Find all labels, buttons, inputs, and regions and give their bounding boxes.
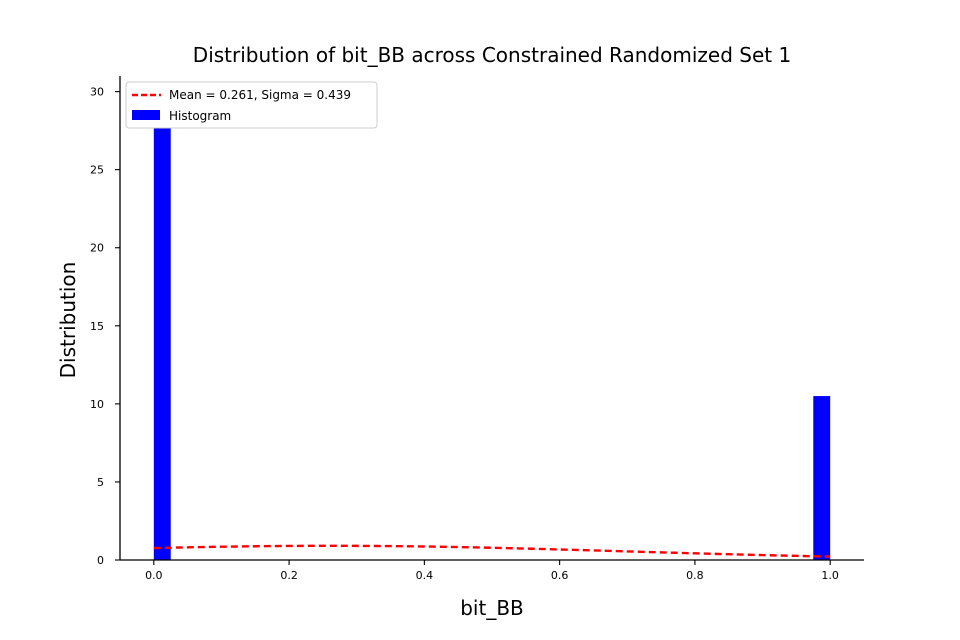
y-tick-label: 30 [90, 86, 104, 99]
y-tick-label: 25 [90, 164, 104, 177]
legend: Mean = 0.261, Sigma = 0.439 Histogram [125, 81, 378, 129]
x-tick-label: 0.8 [686, 569, 704, 582]
y-tick-label: 10 [90, 398, 104, 411]
y-tick-label: 15 [90, 320, 104, 333]
y-axis-label: Distribution [56, 262, 80, 379]
x-tick-label: 0.4 [416, 569, 434, 582]
y-axis-ticks: 0 5 10 15 20 25 30 [90, 86, 120, 567]
legend-bar-swatch [132, 110, 160, 120]
histogram-bar-1 [813, 396, 831, 560]
histogram-bars [153, 97, 831, 560]
plot-area [153, 97, 831, 560]
x-tick-label: 0.2 [280, 569, 298, 582]
y-tick-label: 20 [90, 242, 104, 255]
x-tick-label: 1.0 [821, 569, 839, 582]
histogram-bar-0 [153, 97, 171, 560]
legend-box [125, 81, 378, 129]
y-tick-label: 0 [97, 554, 104, 567]
legend-bar-label: Histogram [169, 109, 231, 123]
x-tick-label: 0.6 [551, 569, 569, 582]
legend-line-label: Mean = 0.261, Sigma = 0.439 [169, 88, 351, 102]
x-axis-label: bit_BB [460, 596, 524, 620]
normal-fit-line [153, 544, 831, 558]
chart-title: Distribution of bit_BB across Constraine… [193, 43, 791, 67]
x-axis-ticks: 0.0 0.2 0.4 0.6 0.8 1.0 [145, 560, 839, 582]
y-tick-label: 5 [97, 476, 104, 489]
x-tick-label: 0.0 [145, 569, 163, 582]
